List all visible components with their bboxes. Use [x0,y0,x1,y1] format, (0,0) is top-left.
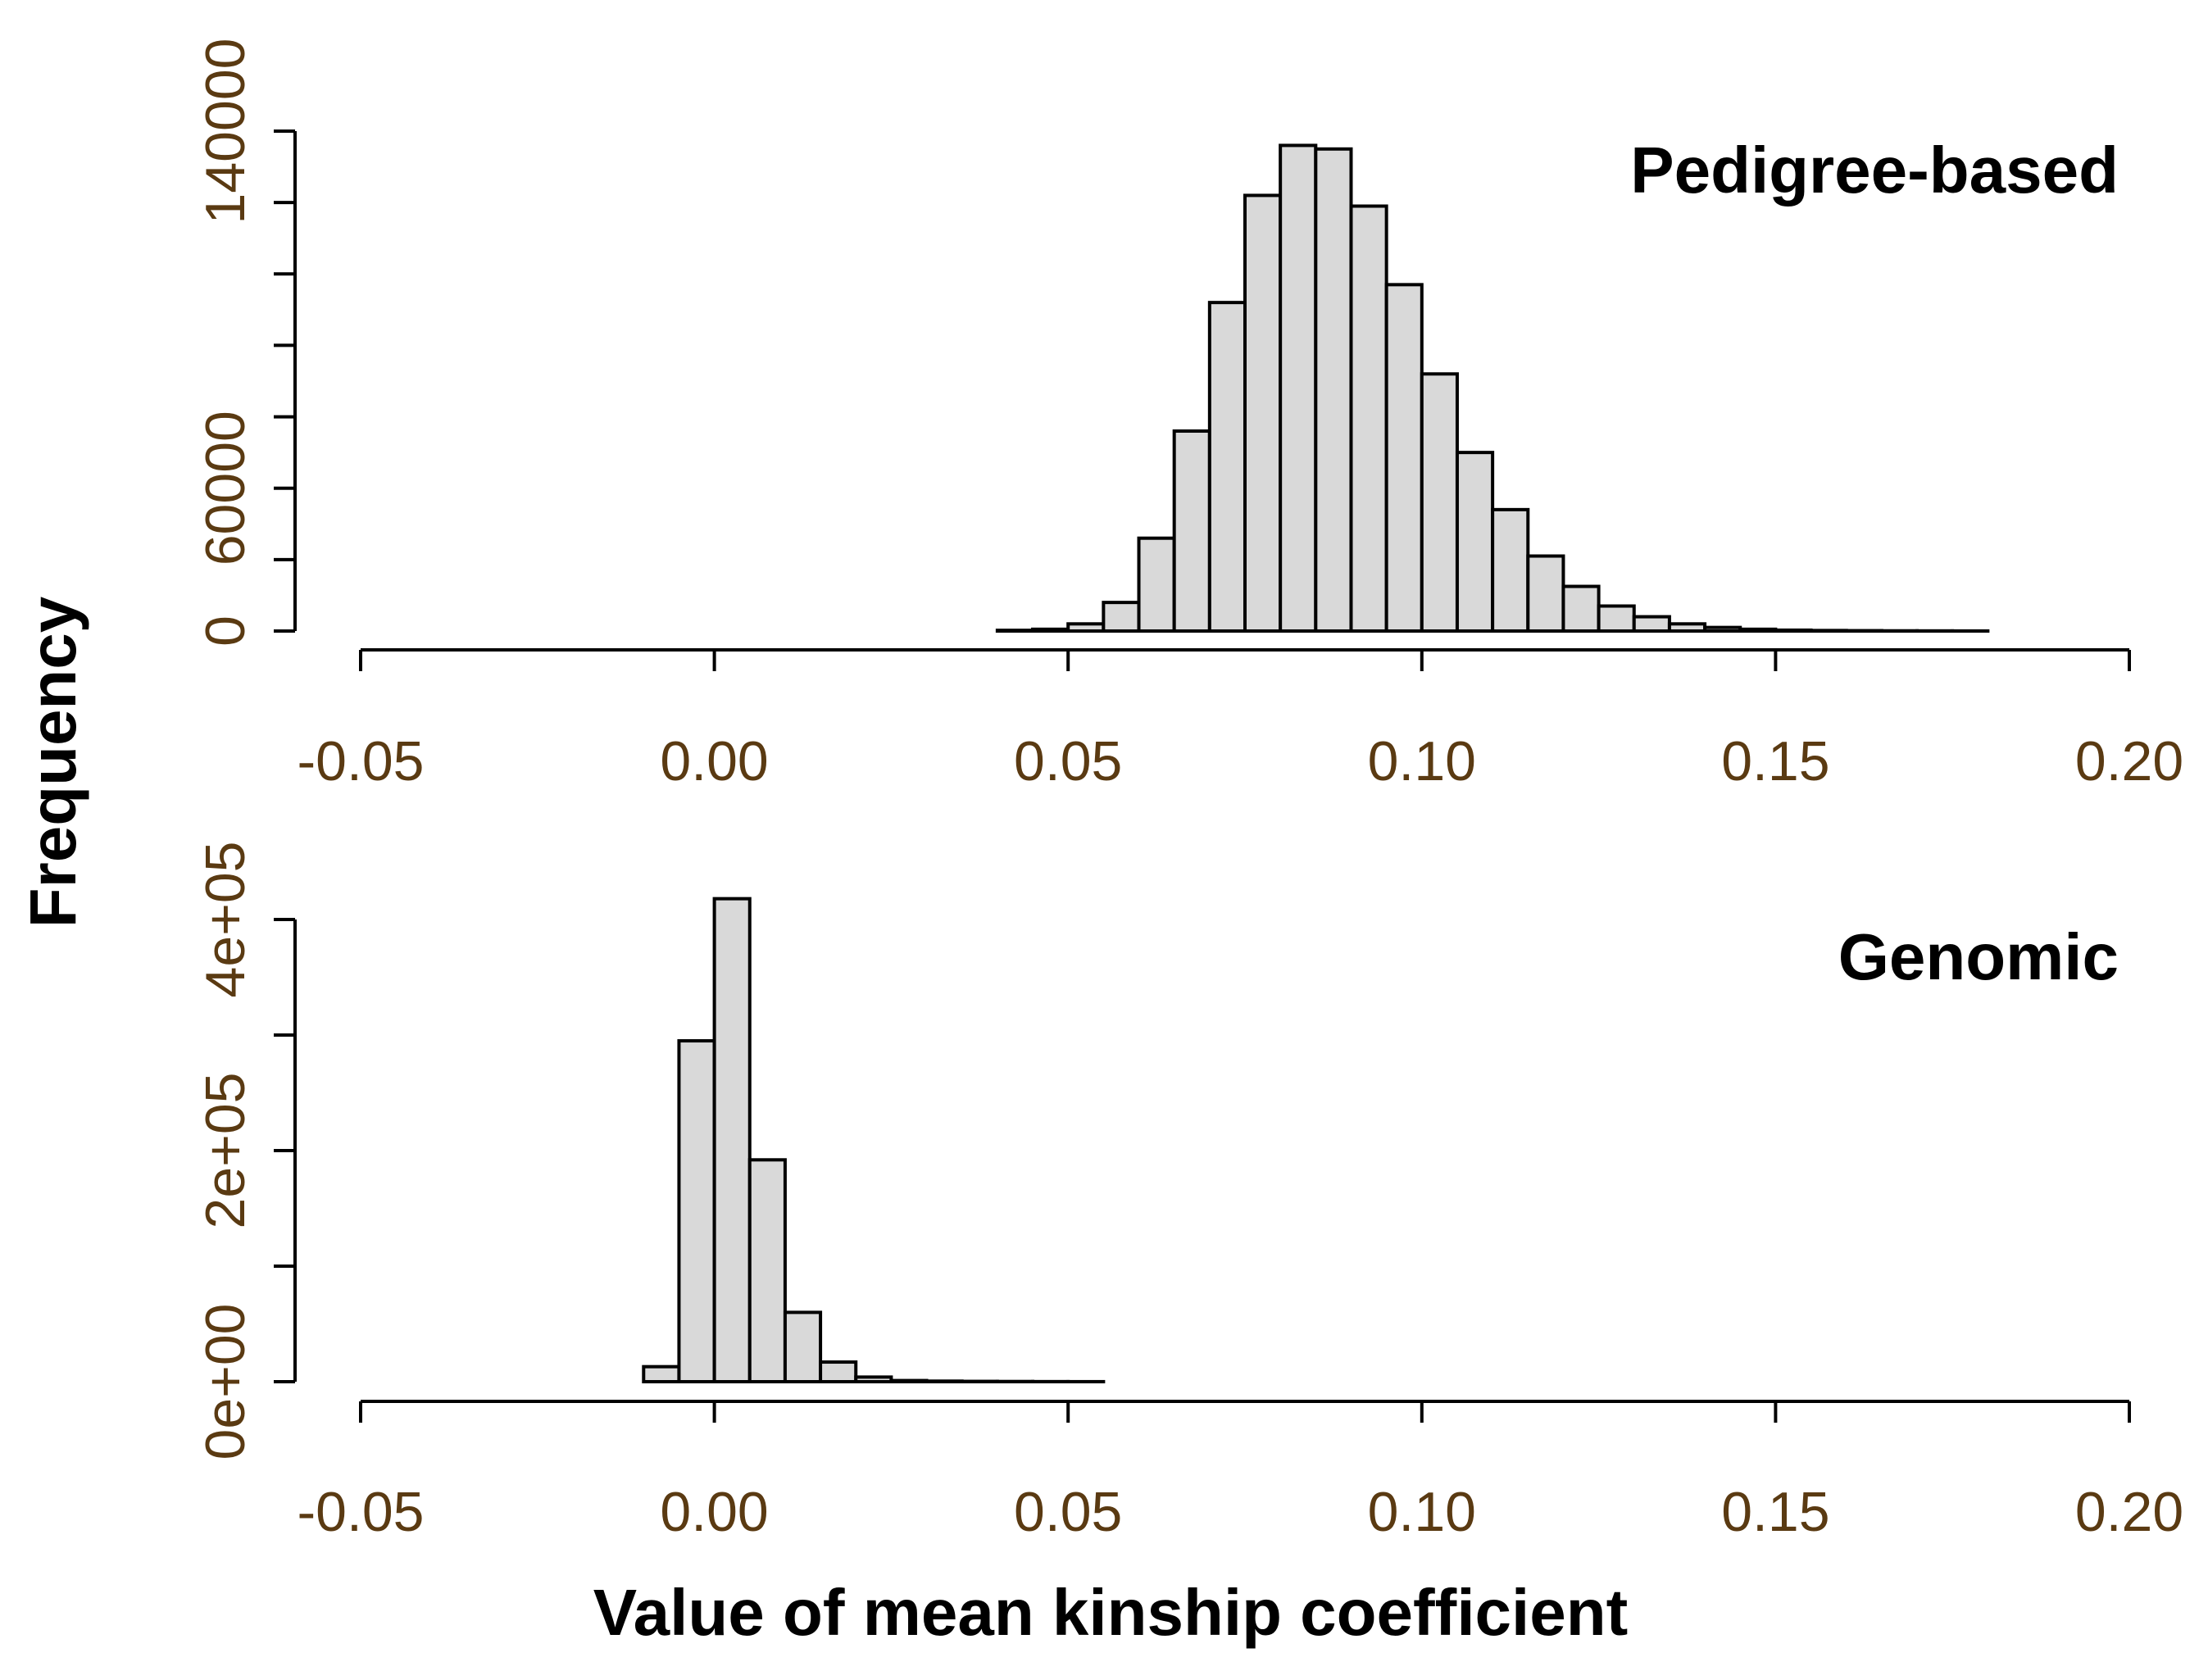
histogram-bar [1809,629,1848,633]
histogram-bar [642,1364,681,1384]
panel-genomic: 0e+00 2e+05 4e+05 -0.05 0.00 0.05 0.10 0.15 0.20… [194,842,2183,1543]
x-tick-label: 0.20 [2075,730,2183,792]
histogram-bar [1667,622,1707,633]
histogram-bar [1349,204,1388,633]
x-axis: -0.05 0.00 0.05 0.10 0.15 0.20 [298,648,2183,792]
y-tick-label: 0 [194,615,257,647]
y-tick-label: 140000 [194,39,257,225]
histogram-bar [1137,536,1176,633]
histogram-bar [1632,615,1671,633]
x-tick-label: 0.00 [660,1481,768,1543]
y-axis: 0 60000 140000 [194,39,297,647]
x-tick-label: 0.10 [1368,730,1476,792]
histogram-bar [677,1039,716,1384]
histogram-bar [819,1360,858,1384]
histogram-bar [1243,193,1283,633]
panel-title: Genomic [1838,920,2119,993]
y-axis: 0e+00 2e+05 4e+05 [194,842,297,1460]
histogram-bar [854,1375,893,1383]
y-tick-label: 60000 [194,411,257,565]
x-tick-label: 0.15 [1721,1481,1829,1543]
panel-title: Pedigree-based [1630,134,2119,207]
histogram-bar [747,1158,787,1384]
histogram-bar [925,1379,964,1384]
histogram-bar [1314,147,1353,633]
histogram-bar [1207,301,1247,633]
histogram-bar [712,897,752,1383]
histogram-bar [1066,622,1106,633]
x-tick-label: 0.15 [1721,730,1829,792]
histogram-bar [1420,372,1459,633]
x-axis: -0.05 0.00 0.05 0.10 0.15 0.20 [298,1400,2183,1543]
histogram-bar [1738,627,1778,633]
histogram-bar [1526,554,1565,633]
histogram-bar [1703,625,1742,633]
x-axis-title: Value of mean kinship coefficient [593,1576,1629,1649]
histogram-bar [1102,601,1141,633]
histogram-bar [889,1378,929,1383]
histogram-bar [1455,451,1495,633]
y-tick-label: 0e+00 [194,1304,257,1460]
histogram-bar [783,1310,823,1384]
x-tick-label: -0.05 [298,1481,425,1543]
panel-pedigree-based: 0 60000 140000 -0.05 0.00 0.05 0.10 0.15 0.20 Ped… [194,39,2183,792]
y-tick-label: 2e+05 [194,1073,257,1229]
x-tick-label: 0.05 [1014,1481,1122,1543]
histogram-bar [1561,584,1601,633]
histogram-bar [1491,507,1530,633]
histogram-bar [1384,283,1424,633]
x-tick-label: 0.05 [1014,730,1122,792]
y-tick-label: 4e+05 [194,842,257,998]
histogram-bar [1597,604,1636,633]
histogram-bar [1172,429,1211,633]
x-tick-label: -0.05 [298,730,425,792]
histogram-bar [1279,143,1318,633]
histogram-bar [1774,628,1813,633]
histogram-bar [995,629,1035,633]
x-tick-label: 0.20 [2075,1481,2183,1543]
x-tick-label: 0.00 [660,730,768,792]
x-tick-label: 0.10 [1368,1481,1476,1543]
y-axis-title: Frequency [16,596,89,928]
histogram-bar [1031,627,1070,633]
